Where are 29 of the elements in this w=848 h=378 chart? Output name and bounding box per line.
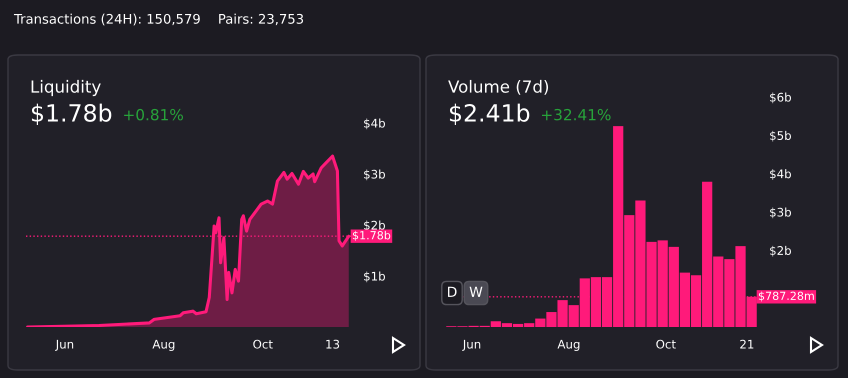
text: +0.81%	[124, 108, 183, 120]
annotation: D	[448, 286, 457, 297]
y-tick-label: $1b	[364, 272, 385, 282]
y-tick-label: $3b	[770, 208, 791, 218]
y-tick-label: $2b	[364, 220, 385, 232]
y-tick-label: $5b	[770, 130, 791, 142]
chart-subtitle: $2.41b	[450, 104, 530, 125]
x-tick-label: 21	[740, 340, 754, 348]
ref-line-label: $787.28m	[758, 291, 814, 302]
y-tick-label: $6b	[770, 92, 791, 104]
x-tick-label: Aug	[557, 340, 580, 351]
chart-title: Liquidity	[32, 80, 101, 96]
annotation: W	[470, 286, 482, 297]
chart-title: Volume (7d)	[448, 80, 548, 95]
x-tick-label: Jun	[55, 340, 74, 351]
x-tick-label: Oct	[656, 340, 676, 349]
y-tick-label: $2b	[770, 246, 791, 257]
x-tick-label: Aug	[152, 340, 174, 351]
chart-subtitle: $1.78b	[32, 104, 112, 125]
ref-line-label: $1.78b	[352, 230, 390, 241]
y-tick-label: $4b	[770, 169, 791, 180]
x-tick-label: Jun	[462, 340, 480, 351]
y-tick-label: $4b	[364, 118, 385, 130]
annotation: +32.41%	[542, 108, 611, 120]
x-tick-label: 13	[326, 340, 340, 349]
x-tick-label: Oct	[253, 340, 273, 349]
y-tick-label: $3b	[364, 170, 385, 180]
text: Pairs: 23,753	[219, 14, 304, 26]
text: Transactions (24H): 150,579	[14, 14, 200, 26]
